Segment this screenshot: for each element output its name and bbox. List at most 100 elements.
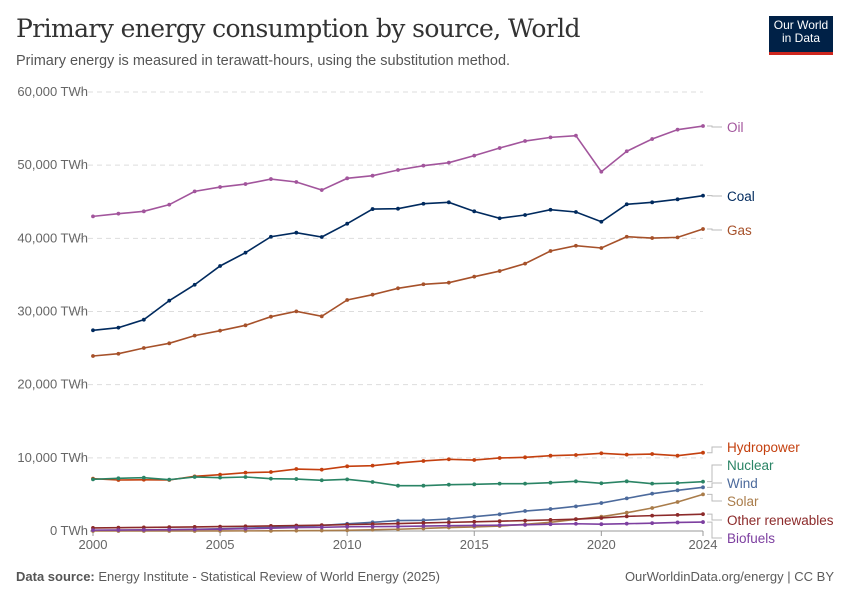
data-point <box>701 193 705 198</box>
data-point <box>446 160 451 165</box>
data-source: Data source: Energy Institute - Statisti… <box>16 569 440 584</box>
data-point <box>701 450 705 455</box>
data-point <box>701 520 705 524</box>
x-tick-label: 2010 <box>333 537 362 552</box>
data-point <box>269 526 273 531</box>
data-point <box>370 480 375 484</box>
data-point <box>650 200 655 205</box>
source-text[interactable]: Energy Institute - Statistical Review of… <box>98 569 440 584</box>
data-point <box>446 482 451 487</box>
data-point <box>599 219 604 224</box>
series-label: Gas <box>727 223 752 238</box>
data-point <box>523 261 527 266</box>
data-point <box>446 457 451 462</box>
data-point <box>345 176 350 181</box>
data-point <box>650 481 655 486</box>
data-point <box>701 512 705 517</box>
data-point <box>269 177 273 181</box>
data-point <box>269 234 273 239</box>
data-point <box>421 459 426 463</box>
data-point <box>548 480 553 485</box>
data-point <box>319 314 324 319</box>
data-point <box>319 478 324 483</box>
data-point <box>218 264 222 268</box>
data-point <box>574 243 578 248</box>
data-point <box>675 453 680 458</box>
y-tick-label: 20,000 TWh <box>17 377 88 392</box>
data-point <box>624 202 629 207</box>
label-connector <box>707 521 722 539</box>
data-point <box>396 483 400 488</box>
data-point <box>319 235 324 239</box>
data-point <box>523 481 527 486</box>
data-point <box>319 528 324 533</box>
series-line-coal <box>92 194 704 332</box>
data-point <box>523 455 527 460</box>
y-tick-label: 50,000 TWh <box>17 157 88 172</box>
series-label: Wind <box>727 476 758 491</box>
y-tick-label: 30,000 TWh <box>17 304 88 319</box>
data-point <box>548 453 553 458</box>
data-point <box>497 481 502 486</box>
data-point <box>269 476 273 481</box>
data-point <box>523 522 527 527</box>
x-tick-label: 2015 <box>460 537 489 552</box>
data-point <box>167 527 172 532</box>
data-point <box>218 475 222 480</box>
data-point <box>523 139 527 143</box>
data-point <box>599 522 604 527</box>
data-point <box>650 491 655 496</box>
data-point <box>243 323 248 328</box>
label-connector <box>707 493 722 502</box>
data-point <box>116 528 121 532</box>
label-connector <box>707 464 722 483</box>
data-point <box>701 124 705 128</box>
owid-logo[interactable]: Our World in Data <box>769 16 833 55</box>
data-point <box>472 458 477 462</box>
credit-link[interactable]: OurWorldinData.org/energy | CC BY <box>624 569 834 584</box>
data-point <box>294 528 299 533</box>
data-point <box>294 525 299 530</box>
data-point <box>167 341 172 346</box>
data-point <box>497 146 502 150</box>
series-label: Nuclear <box>727 458 774 473</box>
data-point <box>497 512 502 517</box>
data-point <box>141 528 146 532</box>
data-point <box>396 168 400 172</box>
data-point <box>370 463 375 468</box>
data-point <box>497 523 502 528</box>
data-point <box>91 354 95 358</box>
data-point <box>167 477 172 482</box>
label-connector <box>707 482 722 488</box>
data-point <box>396 527 400 532</box>
data-point <box>421 282 426 287</box>
series-line-gas <box>92 228 704 357</box>
data-point <box>574 133 578 138</box>
data-point <box>345 524 350 529</box>
x-tick-label: 2000 <box>79 537 108 552</box>
data-point <box>345 528 350 533</box>
data-point <box>701 227 705 231</box>
data-point <box>624 514 629 519</box>
data-point <box>650 236 655 240</box>
data-point <box>548 522 553 527</box>
data-point <box>472 519 477 524</box>
data-point <box>192 527 197 532</box>
data-point <box>472 209 477 214</box>
data-point <box>574 479 578 484</box>
data-point <box>243 250 248 255</box>
data-point <box>701 492 705 497</box>
series-label: Biofuels <box>727 531 775 546</box>
data-point <box>675 481 680 485</box>
data-point <box>116 351 121 356</box>
data-point <box>294 230 299 235</box>
data-point <box>599 169 604 174</box>
data-point <box>192 189 197 194</box>
data-point <box>396 286 400 291</box>
series-label: Hydropower <box>727 440 800 455</box>
data-point <box>650 506 655 510</box>
data-point <box>396 461 400 465</box>
data-point <box>345 298 350 302</box>
data-point <box>421 163 426 168</box>
